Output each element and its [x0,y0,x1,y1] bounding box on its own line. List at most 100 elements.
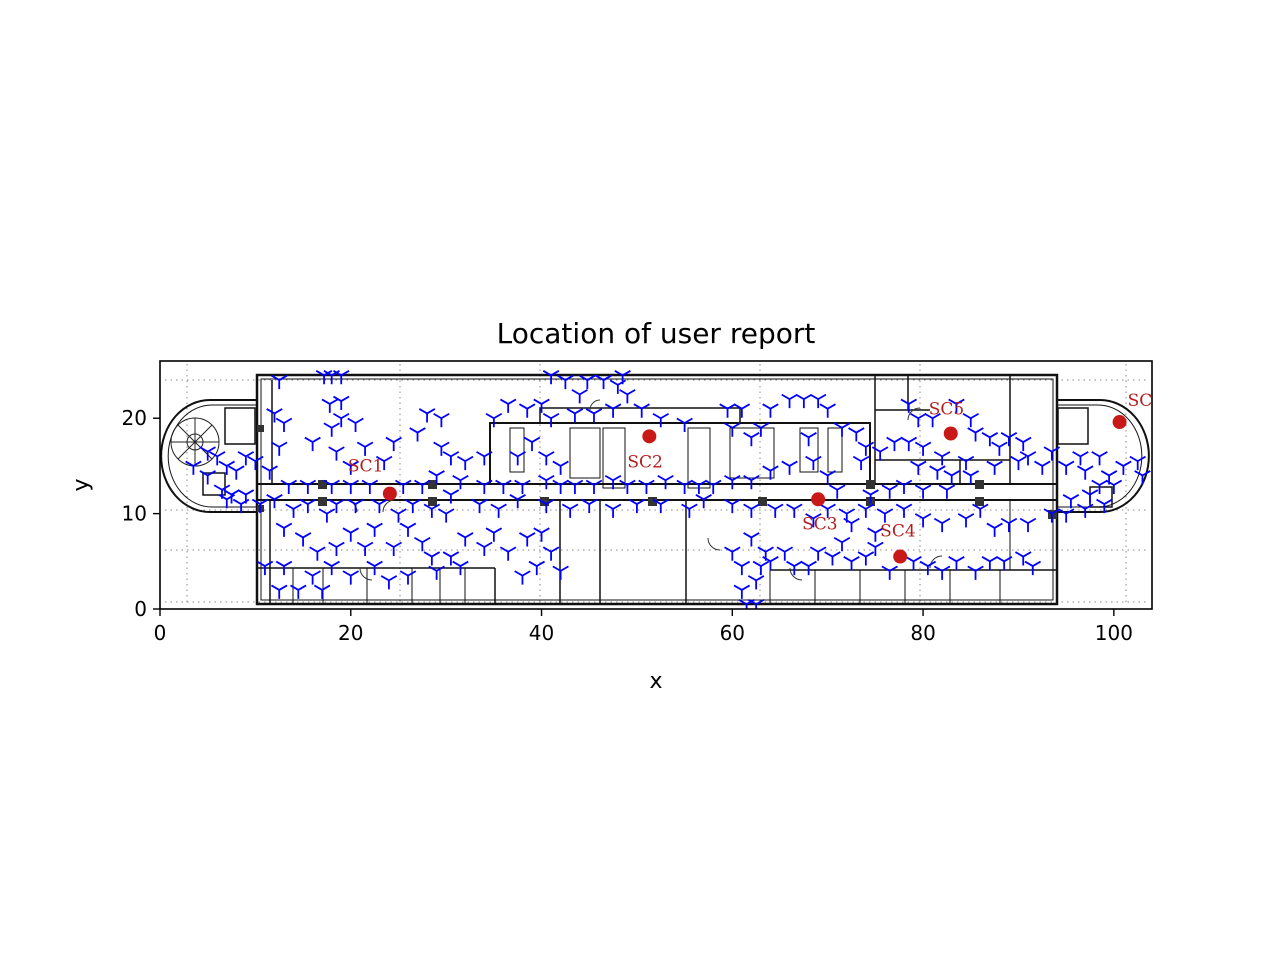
user-report-marker [1019,451,1037,466]
user-report-marker [270,374,288,390]
user-report-marker [995,556,1013,571]
user-report-marker [924,412,941,428]
user-report-marker [828,484,846,499]
user-report-marker [495,479,512,494]
x-tick-label: 60 [720,621,745,645]
user-report-marker [676,479,693,494]
user-report-marker [933,565,951,580]
x-tick-label: 100 [1095,621,1133,645]
user-report-marker [208,451,226,466]
user-report-marker [604,503,622,518]
user-report-marker [185,460,202,475]
x-axis-label: x [649,669,662,694]
user-report-marker [375,455,393,471]
user-report-marker [657,474,674,490]
user-report-marker [962,412,980,428]
user-report-marker [538,451,555,466]
user-report-marker [819,403,836,418]
user-report-marker [967,565,984,580]
user-report-marker [981,432,999,447]
small-cell-label: SC5 [929,399,964,419]
user-report-marker [423,551,441,566]
user-report-marker [266,494,283,509]
user-report-marker [342,570,360,585]
user-report-marker [270,441,288,456]
user-report-marker [786,503,803,518]
user-report-marker [957,513,975,528]
user-report-marker [743,503,760,518]
user-report-marker [528,560,546,576]
small-cell-points: SC1 SC2 SC3 SC4 SC5 SC [348,391,1152,564]
user-report-marker [218,460,236,475]
user-report-marker [743,474,760,490]
user-report-marker [433,441,450,456]
user-report-marker [414,479,431,494]
user-report-marker [1096,498,1113,514]
user-report-marker [1057,508,1075,523]
user-report-marker [199,470,216,485]
user-report-marker [809,546,827,561]
user-report-marker [752,560,770,576]
user-report-marker [218,494,236,509]
small-cell-point [1112,415,1127,430]
user-report-marker [762,465,779,480]
user-report-marker [328,541,345,556]
user-report-marker [619,479,636,494]
y-axis-label: y [69,478,94,491]
user-report-marker [652,498,670,514]
user-report-marker [332,412,350,428]
user-report-marker [285,503,302,518]
user-report-marker [347,498,364,514]
user-report-marker [619,389,636,404]
user-report-marker [499,546,517,561]
user-report-marker [523,436,541,452]
user-report-marker [852,455,870,471]
user-report-marker [433,412,450,428]
user-report-marker [857,503,875,518]
user-report-marker [321,398,339,413]
user-report-marker [800,432,817,447]
user-report-marker [428,565,445,580]
user-report-marker [843,556,860,571]
user-report-marker [1091,451,1108,466]
user-report-marker [309,546,326,561]
user-report-marker [881,565,898,580]
small-cell-point [382,486,397,501]
user-report-marker [809,393,827,409]
user-report-marker [566,408,584,423]
user-report-marker [895,503,913,518]
y-tick-label: 20 [122,406,147,430]
user-report-marker [972,503,989,518]
user-report-marker [323,479,340,494]
user-report-marker [1062,494,1080,509]
user-report-marker [824,551,841,566]
small-cell-label: SC2 [627,452,662,472]
user-report-marker [762,556,779,571]
small-cell-label: SC1 [348,457,383,477]
user-report-marker [962,470,980,485]
user-report-marker [380,575,398,590]
user-report-marker [557,374,574,390]
user-report-marker [518,403,536,418]
user-report-marker [342,460,360,475]
y-tick-label: 10 [122,502,147,526]
user-report-marker [552,565,569,580]
user-report-marker [280,479,298,494]
user-report-marker [552,460,569,475]
user-report-marker [579,374,596,390]
user-report-marker [805,455,822,471]
user-report-marker [418,408,436,423]
user-report-marker [275,560,293,576]
user-report-marker [509,494,526,509]
user-report-marker [237,451,255,466]
user-report-marker [409,427,426,442]
user-report-marker [552,479,569,494]
user-report-marker [747,575,765,590]
user-report-marker [914,513,932,528]
user-report-marker [881,484,898,499]
user-report-marker [399,570,417,585]
user-report-marker [1034,460,1051,475]
user-report-marker [256,560,274,576]
user-report-marker [967,427,984,442]
user-report-marker [299,498,317,514]
